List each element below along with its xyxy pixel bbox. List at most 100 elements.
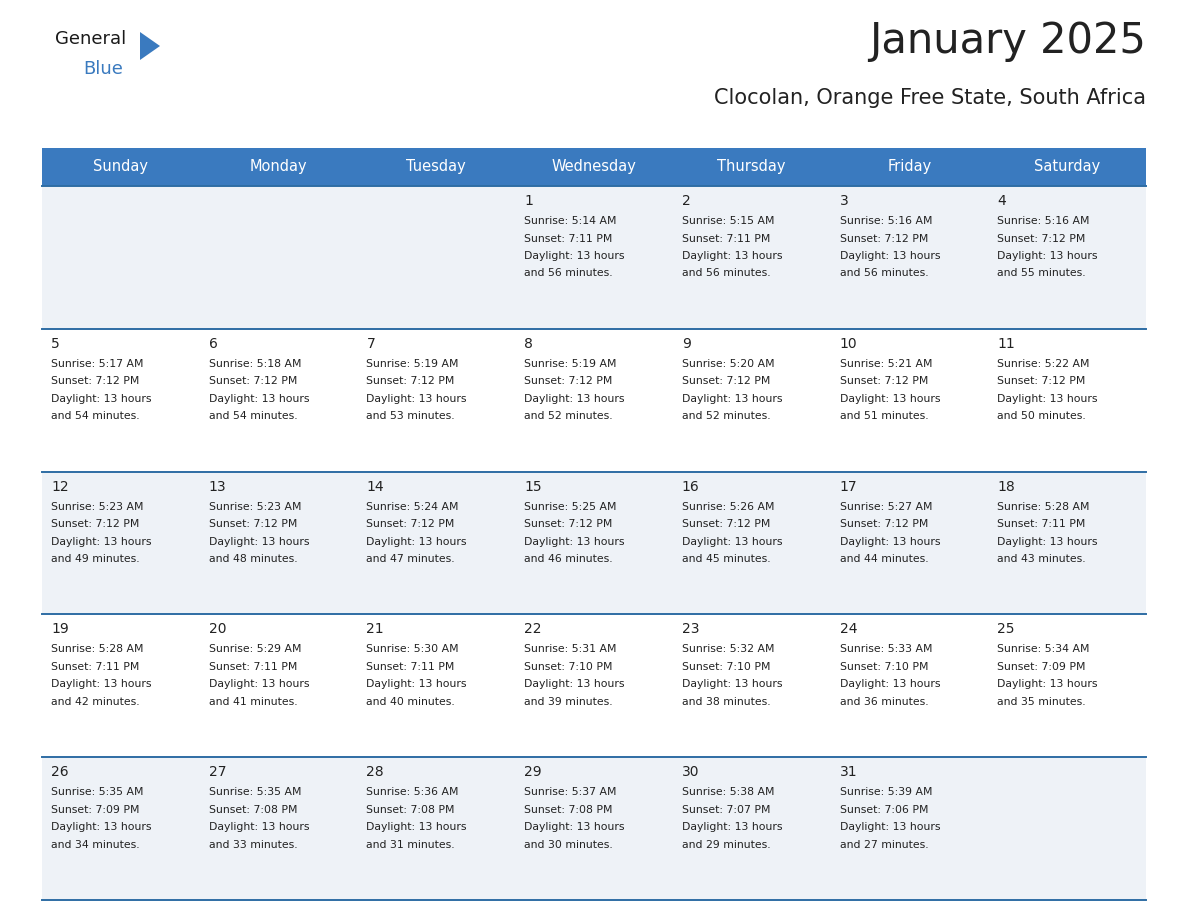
Text: and 54 minutes.: and 54 minutes. (51, 411, 140, 421)
Text: and 36 minutes.: and 36 minutes. (840, 697, 928, 707)
Text: Daylight: 13 hours: Daylight: 13 hours (682, 679, 783, 689)
Text: Sunrise: 5:14 AM: Sunrise: 5:14 AM (524, 216, 617, 226)
Text: Daylight: 13 hours: Daylight: 13 hours (524, 537, 625, 546)
Text: Daylight: 13 hours: Daylight: 13 hours (209, 679, 309, 689)
Text: and 27 minutes.: and 27 minutes. (840, 840, 928, 850)
Text: 12: 12 (51, 479, 69, 494)
Text: Sunset: 7:12 PM: Sunset: 7:12 PM (524, 519, 613, 529)
Text: and 30 minutes.: and 30 minutes. (524, 840, 613, 850)
Bar (42, 614, 1146, 757)
Text: 7: 7 (366, 337, 375, 351)
Text: Sunrise: 5:31 AM: Sunrise: 5:31 AM (524, 644, 617, 655)
Text: Blue: Blue (83, 60, 122, 78)
Text: Sunrise: 5:20 AM: Sunrise: 5:20 AM (682, 359, 775, 369)
Text: and 43 minutes.: and 43 minutes. (997, 554, 1086, 564)
Text: Sunrise: 5:32 AM: Sunrise: 5:32 AM (682, 644, 775, 655)
Text: Sunrise: 5:30 AM: Sunrise: 5:30 AM (366, 644, 459, 655)
Text: Sunset: 7:08 PM: Sunset: 7:08 PM (366, 805, 455, 814)
Text: Sunrise: 5:23 AM: Sunrise: 5:23 AM (51, 501, 144, 511)
Text: and 56 minutes.: and 56 minutes. (524, 268, 613, 278)
Text: 30: 30 (682, 766, 700, 779)
Text: Sunrise: 5:23 AM: Sunrise: 5:23 AM (209, 501, 302, 511)
Text: and 47 minutes.: and 47 minutes. (366, 554, 455, 564)
Text: 6: 6 (209, 337, 217, 351)
Text: Daylight: 13 hours: Daylight: 13 hours (997, 251, 1098, 261)
Text: 1: 1 (524, 194, 533, 208)
Text: Sunset: 7:11 PM: Sunset: 7:11 PM (209, 662, 297, 672)
Text: Sunset: 7:10 PM: Sunset: 7:10 PM (524, 662, 613, 672)
Text: Sunrise: 5:16 AM: Sunrise: 5:16 AM (997, 216, 1089, 226)
Text: 19: 19 (51, 622, 69, 636)
Text: 3: 3 (840, 194, 848, 208)
Text: 14: 14 (366, 479, 384, 494)
Text: and 56 minutes.: and 56 minutes. (840, 268, 928, 278)
Text: and 42 minutes.: and 42 minutes. (51, 697, 140, 707)
Text: Sunset: 7:12 PM: Sunset: 7:12 PM (209, 519, 297, 529)
Text: and 38 minutes.: and 38 minutes. (682, 697, 771, 707)
Text: Sunset: 7:12 PM: Sunset: 7:12 PM (366, 519, 455, 529)
Text: Daylight: 13 hours: Daylight: 13 hours (997, 679, 1098, 689)
Text: Sunset: 7:12 PM: Sunset: 7:12 PM (840, 519, 928, 529)
Text: Sunset: 7:08 PM: Sunset: 7:08 PM (209, 805, 297, 814)
Text: Sunrise: 5:24 AM: Sunrise: 5:24 AM (366, 501, 459, 511)
Text: Sunset: 7:11 PM: Sunset: 7:11 PM (997, 519, 1086, 529)
Text: and 49 minutes.: and 49 minutes. (51, 554, 140, 564)
Text: 10: 10 (840, 337, 858, 351)
Text: Sunrise: 5:21 AM: Sunrise: 5:21 AM (840, 359, 933, 369)
Text: Sunrise: 5:36 AM: Sunrise: 5:36 AM (366, 788, 459, 797)
Text: Friday: Friday (887, 160, 931, 174)
Text: Sunset: 7:12 PM: Sunset: 7:12 PM (997, 376, 1086, 386)
Text: 2: 2 (682, 194, 690, 208)
Text: Sunrise: 5:33 AM: Sunrise: 5:33 AM (840, 644, 933, 655)
Text: 9: 9 (682, 337, 690, 351)
Text: 27: 27 (209, 766, 226, 779)
Text: and 48 minutes.: and 48 minutes. (209, 554, 297, 564)
Text: and 44 minutes.: and 44 minutes. (840, 554, 928, 564)
Text: and 54 minutes.: and 54 minutes. (209, 411, 297, 421)
Text: Sunrise: 5:15 AM: Sunrise: 5:15 AM (682, 216, 775, 226)
Text: 5: 5 (51, 337, 59, 351)
Text: 24: 24 (840, 622, 857, 636)
Text: Sunset: 7:07 PM: Sunset: 7:07 PM (682, 805, 770, 814)
Text: Sunrise: 5:19 AM: Sunrise: 5:19 AM (366, 359, 459, 369)
Text: Tuesday: Tuesday (406, 160, 466, 174)
Text: Sunset: 7:06 PM: Sunset: 7:06 PM (840, 805, 928, 814)
Text: 17: 17 (840, 479, 858, 494)
Text: Sunset: 7:12 PM: Sunset: 7:12 PM (997, 233, 1086, 243)
Text: General: General (55, 30, 126, 48)
Text: Sunset: 7:12 PM: Sunset: 7:12 PM (682, 376, 770, 386)
Text: 31: 31 (840, 766, 858, 779)
Text: Sunset: 7:12 PM: Sunset: 7:12 PM (840, 233, 928, 243)
Text: Sunrise: 5:28 AM: Sunrise: 5:28 AM (997, 501, 1089, 511)
Text: Sunrise: 5:35 AM: Sunrise: 5:35 AM (51, 788, 144, 797)
Text: Sunset: 7:12 PM: Sunset: 7:12 PM (209, 376, 297, 386)
Text: Sunset: 7:11 PM: Sunset: 7:11 PM (51, 662, 139, 672)
Text: Sunset: 7:09 PM: Sunset: 7:09 PM (51, 805, 139, 814)
Text: and 56 minutes.: and 56 minutes. (682, 268, 771, 278)
Text: Sunrise: 5:18 AM: Sunrise: 5:18 AM (209, 359, 302, 369)
Text: Saturday: Saturday (1034, 160, 1100, 174)
Text: Daylight: 13 hours: Daylight: 13 hours (366, 679, 467, 689)
Text: Daylight: 13 hours: Daylight: 13 hours (840, 679, 940, 689)
Text: 18: 18 (997, 479, 1015, 494)
Text: and 29 minutes.: and 29 minutes. (682, 840, 771, 850)
Text: Daylight: 13 hours: Daylight: 13 hours (682, 537, 783, 546)
Text: and 52 minutes.: and 52 minutes. (682, 411, 771, 421)
Text: and 39 minutes.: and 39 minutes. (524, 697, 613, 707)
Text: Sunset: 7:12 PM: Sunset: 7:12 PM (51, 376, 139, 386)
Text: Daylight: 13 hours: Daylight: 13 hours (366, 537, 467, 546)
Text: 23: 23 (682, 622, 700, 636)
Text: Daylight: 13 hours: Daylight: 13 hours (840, 251, 940, 261)
Text: Clocolan, Orange Free State, South Africa: Clocolan, Orange Free State, South Afric… (714, 88, 1146, 108)
Text: 11: 11 (997, 337, 1015, 351)
Text: Daylight: 13 hours: Daylight: 13 hours (840, 537, 940, 546)
Text: Sunrise: 5:22 AM: Sunrise: 5:22 AM (997, 359, 1089, 369)
Bar (42, 757, 1146, 900)
Text: Daylight: 13 hours: Daylight: 13 hours (997, 537, 1098, 546)
Text: Daylight: 13 hours: Daylight: 13 hours (209, 394, 309, 404)
Text: and 51 minutes.: and 51 minutes. (840, 411, 928, 421)
Text: and 50 minutes.: and 50 minutes. (997, 411, 1086, 421)
Text: Sunrise: 5:29 AM: Sunrise: 5:29 AM (209, 644, 302, 655)
Text: Sunset: 7:12 PM: Sunset: 7:12 PM (51, 519, 139, 529)
Text: Sunrise: 5:25 AM: Sunrise: 5:25 AM (524, 501, 617, 511)
